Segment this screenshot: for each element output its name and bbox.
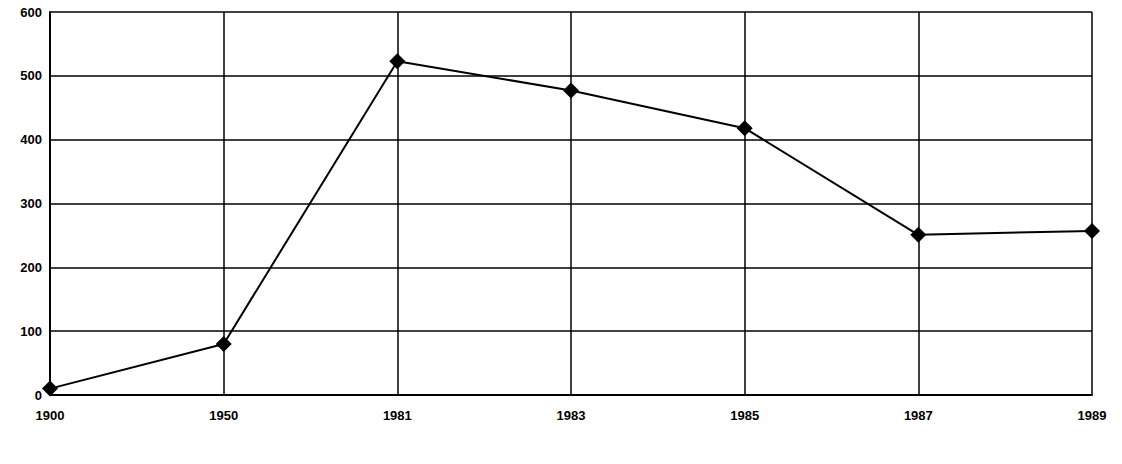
svg-text:400: 400: [20, 132, 42, 147]
svg-text:1900: 1900: [36, 408, 65, 423]
svg-text:0: 0: [35, 388, 42, 403]
svg-text:1987: 1987: [904, 408, 933, 423]
svg-text:1983: 1983: [557, 408, 586, 423]
svg-text:600: 600: [20, 5, 42, 20]
svg-text:100: 100: [20, 324, 42, 339]
svg-text:1985: 1985: [730, 408, 759, 423]
svg-text:1950: 1950: [209, 408, 238, 423]
svg-text:300: 300: [20, 196, 42, 211]
svg-text:500: 500: [20, 68, 42, 83]
svg-text:1981: 1981: [383, 408, 412, 423]
svg-text:200: 200: [20, 260, 42, 275]
svg-text:1989: 1989: [1078, 408, 1107, 423]
